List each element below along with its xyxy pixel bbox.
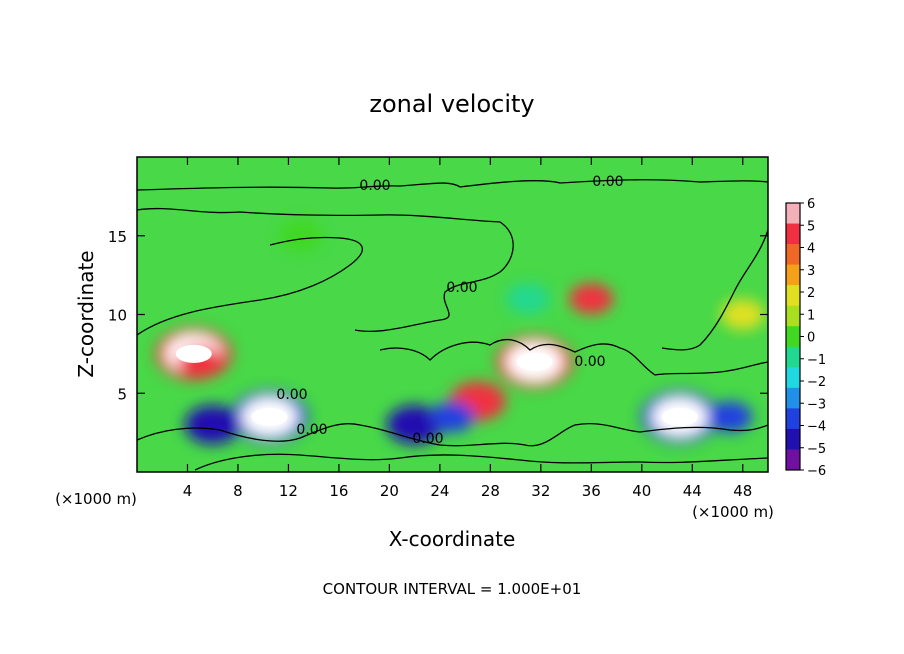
y-tick-label: 10: [108, 307, 127, 325]
contour-label: 0.00: [276, 387, 307, 403]
x-tick-label: 44: [683, 482, 702, 500]
x-tick-label: 32: [531, 482, 550, 500]
feature-blob: [279, 220, 324, 252]
velocity-features: [155, 220, 765, 445]
zero-contour-upper-left: [137, 207, 514, 333]
zero-contour-top: [137, 179, 768, 191]
colorbar-tick-label: 5: [807, 219, 815, 234]
colorbar-swatch: [786, 203, 800, 225]
feature-blob: [720, 299, 765, 330]
colorbar-tick-label: 0: [807, 331, 815, 346]
x-tick-label: 16: [329, 482, 348, 500]
contour-label: 0.00: [412, 431, 443, 447]
colorbar-tick-label: 4: [807, 242, 815, 257]
zero-contour-mid: [137, 236, 363, 336]
zero-contour-right: [661, 229, 768, 351]
colorbar-tick-label: −4: [807, 420, 826, 435]
colorbar-tick-label: 3: [807, 264, 815, 279]
colorbar-swatch: [786, 223, 800, 245]
feature-blob: [569, 283, 614, 315]
chart-title: zonal velocity: [369, 90, 534, 118]
colorbar-tick-label: −1: [807, 353, 826, 368]
feature-core: [175, 344, 212, 363]
colorbar-tick-label: −3: [807, 397, 826, 412]
y-axis-label: Z-coordinate: [74, 250, 98, 377]
feature-layer: [155, 220, 765, 445]
feature-core: [251, 407, 288, 426]
colorbar-tick-label: 2: [807, 286, 815, 301]
zero-contour-lower: [137, 422, 768, 447]
colorbar-swatch: [786, 285, 800, 307]
x-tick-label: 40: [632, 482, 651, 500]
feature-blob: [708, 401, 753, 433]
x-tick-label: 12: [279, 482, 298, 500]
colorbar-swatch: [786, 346, 800, 368]
zero-contour-central: [379, 338, 768, 376]
contour-interval-note: CONTOUR INTERVAL = 1.000E+01: [323, 580, 582, 598]
colorbar-tick-label: −6: [807, 464, 826, 479]
colorbar-swatch: [786, 387, 800, 409]
x-tick-label: 8: [233, 482, 243, 500]
x-tick-label: 24: [430, 482, 449, 500]
y-tick-label: 5: [117, 385, 127, 403]
contour-label: 0.00: [446, 280, 477, 296]
contour-label: 0.00: [296, 422, 327, 438]
colorbar-tick-label: −2: [807, 375, 826, 390]
y-axis: 5 10 15: [108, 228, 768, 403]
plot-area: 0.00 0.00 0.00 0.00 0.00 0.00 0.00: [136, 156, 769, 473]
x-tick-label: 48: [733, 482, 752, 500]
contour-label: 0.00: [574, 354, 605, 370]
y-tick-label: 15: [108, 228, 127, 246]
x-unit-left: (×1000 m): [55, 490, 137, 508]
zero-contour-bottom: [194, 453, 768, 471]
colorbar-swatch: [786, 305, 800, 327]
contour-labels: 0.00 0.00 0.00 0.00 0.00 0.00 0.00: [276, 174, 623, 447]
feature-blob: [430, 401, 475, 433]
colorbar-swatch: [786, 244, 800, 266]
colorbar-swatch: [786, 326, 800, 348]
x-tick-label: 36: [582, 482, 601, 500]
feature-blob: [506, 283, 551, 315]
contour-label: 0.00: [359, 178, 390, 194]
colorbar-tick-label: 6: [807, 197, 815, 212]
feature-core: [516, 352, 553, 371]
contour-label: 0.00: [592, 174, 623, 190]
feature-blob: [184, 405, 241, 445]
x-axis-label: X-coordinate: [389, 527, 516, 551]
x-unit-right: (×1000 m): [692, 503, 774, 521]
colorbar-swatch: [786, 264, 800, 286]
colorbar-swatch: [786, 367, 800, 389]
colorbar-swatch: [786, 428, 800, 450]
x-axis: 4 8 12 16 20 24 28 32 36 40 44 48: [183, 157, 752, 500]
x-tick-label: 28: [481, 482, 500, 500]
x-tick-label: 4: [183, 482, 193, 500]
zero-contours: [137, 179, 768, 471]
colorbar-swatch: [786, 449, 800, 471]
colorbar-swatch: [786, 408, 800, 430]
feature-core: [661, 407, 698, 426]
colorbar-tick-label: −5: [807, 442, 826, 457]
colorbar: 6 5 4 3 2 1 0 −1 −2 −3 −4 −5 −6: [785, 197, 826, 479]
x-tick-label: 20: [380, 482, 399, 500]
colorbar-tick-label: 1: [807, 308, 815, 323]
